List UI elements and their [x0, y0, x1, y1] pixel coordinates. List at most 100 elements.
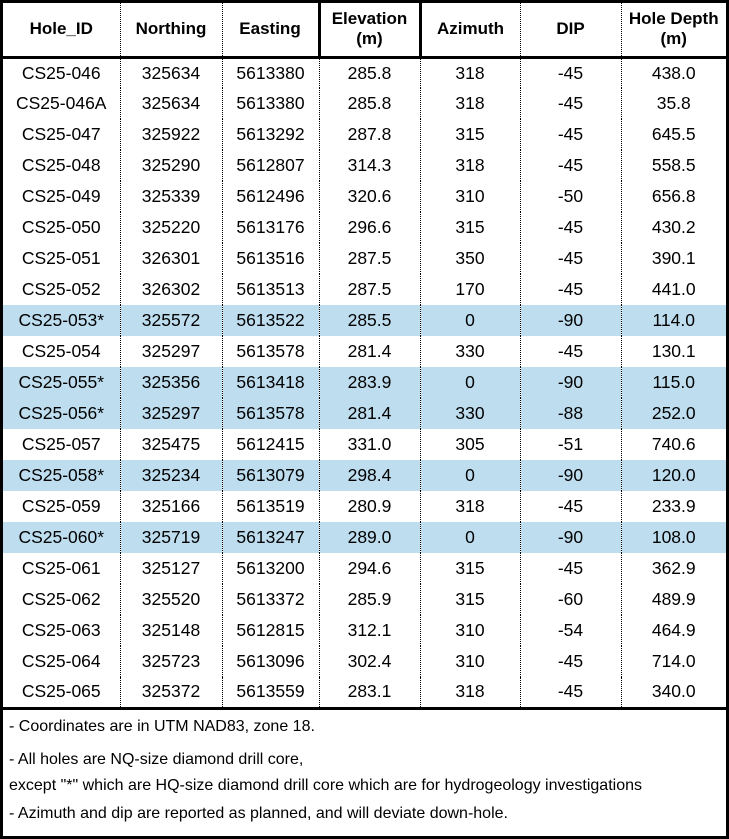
column-header-hole-depth: Hole Depth (m) — [620, 3, 726, 59]
cell-hole-id: CS25-061 — [21, 558, 101, 578]
cell-hole-id: CS25-052 — [21, 279, 101, 299]
table-header: Hole_ID Northing Easting Elevation (m) Azimut… — [3, 3, 726, 59]
cell-hole-depth: 35.8 — [620, 88, 726, 119]
cell-elevation: 287.5 — [318, 243, 420, 274]
table-row: CS25-049 325339 5612496 320.6 310 -50 656.8 — [3, 181, 726, 212]
cell-easting: 5613096 — [221, 646, 319, 677]
cell-azimuth: 310 — [419, 181, 520, 212]
drill-hole-table: Hole_ID Northing Easting Elevation (m) Azimut… — [3, 3, 726, 710]
cell-azimuth: 315 — [419, 553, 520, 584]
cell-northing: 325719 — [119, 522, 222, 553]
cell-easting: 5613079 — [221, 460, 319, 491]
cell-dip: -45 — [519, 274, 621, 305]
cell-easting: 5612807 — [221, 150, 319, 181]
cell-easting: 5613578 — [221, 336, 319, 367]
table-row: CS25-055* 325356 5613418 283.9 0 -90 115.0 — [3, 367, 726, 398]
cell-hole-depth: 656.8 — [620, 181, 726, 212]
table-row: CS25-053* 325572 5613522 285.5 0 -90 114.0 — [3, 305, 726, 336]
cell-hole-id: CS25-054 — [21, 341, 101, 361]
cell-elevation: 285.8 — [318, 57, 420, 88]
cell-hole-depth: 441.0 — [620, 274, 726, 305]
cell-dip: -45 — [519, 212, 621, 243]
cell-easting: 5613513 — [221, 274, 319, 305]
cell-dip: -90 — [519, 367, 621, 398]
cell-elevation: 320.6 — [318, 181, 420, 212]
cell-dip: -45 — [519, 553, 621, 584]
cell-hole-id: CS25-053* — [18, 310, 105, 330]
cell-easting: 5613559 — [221, 677, 319, 708]
cell-dip: -90 — [519, 305, 621, 336]
cell-easting: 5613380 — [221, 57, 319, 88]
cell-azimuth: 0 — [419, 460, 520, 491]
cell-azimuth: 305 — [419, 429, 520, 460]
cell-northing: 325922 — [119, 119, 222, 150]
cell-easting: 5612496 — [221, 181, 319, 212]
cell-easting: 5613292 — [221, 119, 319, 150]
table-row: CS25-065 325372 5613559 283.1 318 -45 340.0 — [3, 677, 726, 708]
cell-dip: -45 — [519, 677, 621, 708]
cell-easting: 5613247 — [221, 522, 319, 553]
table-row: CS25-060* 325719 5613247 289.0 0 -90 108.0 — [3, 522, 726, 553]
table-row: CS25-057 325475 5612415 331.0 305 -51 740.6 — [3, 429, 726, 460]
cell-dip: -45 — [519, 57, 621, 88]
cell-northing: 325166 — [119, 491, 222, 522]
cell-hole-depth: 114.0 — [620, 305, 726, 336]
cell-hole-depth: 714.0 — [620, 646, 726, 677]
cell-elevation: 281.4 — [318, 398, 420, 429]
footnotes: - Coordinates are in UTM NAD83, zone 18.… — [3, 710, 726, 823]
cell-hole-depth: 115.0 — [620, 367, 726, 398]
cell-hole-depth: 120.0 — [620, 460, 726, 491]
table-row: CS25-046 325634 5613380 285.8 318 -45 438.0 — [3, 57, 726, 88]
cell-hole-id: CS25-059 — [21, 496, 101, 516]
cell-northing: 325234 — [119, 460, 222, 491]
cell-hole-id: CS25-047 — [21, 124, 101, 144]
cell-northing: 325297 — [119, 336, 222, 367]
cell-hole-id: CS25-060* — [18, 527, 105, 547]
column-header-dip: DIP — [519, 3, 621, 59]
note-line: - Coordinates are in UTM NAD83, zone 18. — [9, 717, 315, 735]
cell-hole-depth: 430.2 — [620, 212, 726, 243]
table-row: CS25-056* 325297 5613578 281.4 330 -88 252.0 — [3, 398, 726, 429]
cell-hole-id: CS25-064 — [21, 651, 101, 671]
cell-hole-depth: 645.5 — [620, 119, 726, 150]
cell-hole-depth: 130.1 — [620, 336, 726, 367]
cell-easting: 5613372 — [221, 584, 319, 615]
cell-northing: 325634 — [119, 57, 222, 88]
cell-elevation: 281.4 — [318, 336, 420, 367]
cell-dip: -45 — [519, 88, 621, 119]
cell-hole-id: CS25-057 — [21, 434, 101, 454]
cell-northing: 325372 — [119, 677, 222, 708]
cell-northing: 325572 — [119, 305, 222, 336]
cell-hole-depth: 489.9 — [620, 584, 726, 615]
cell-dip: -45 — [519, 336, 621, 367]
cell-hole-depth: 233.9 — [620, 491, 726, 522]
cell-dip: -90 — [519, 460, 621, 491]
table-row: CS25-059 325166 5613519 280.9 318 -45 233.9 — [3, 491, 726, 522]
cell-northing: 325127 — [119, 553, 222, 584]
cell-elevation: 296.6 — [318, 212, 420, 243]
cell-elevation: 294.6 — [318, 553, 420, 584]
cell-easting: 5613578 — [221, 398, 319, 429]
cell-hole-depth: 362.9 — [620, 553, 726, 584]
cell-azimuth: 318 — [419, 150, 520, 181]
cell-dip: -45 — [519, 119, 621, 150]
cell-azimuth: 318 — [419, 491, 520, 522]
cell-northing: 325339 — [119, 181, 222, 212]
table-row: CS25-063 325148 5612815 312.1 310 -54 464.9 — [3, 615, 726, 646]
cell-elevation: 298.4 — [318, 460, 420, 491]
cell-northing: 325356 — [119, 367, 222, 398]
column-header-azimuth: Azimuth — [419, 3, 520, 59]
table-row: CS25-052 326302 5613513 287.5 170 -45 441.0 — [3, 274, 726, 305]
cell-azimuth: 350 — [419, 243, 520, 274]
cell-dip: -45 — [519, 150, 621, 181]
cell-azimuth: 0 — [419, 522, 520, 553]
cell-dip: -45 — [519, 646, 621, 677]
cell-elevation: 331.0 — [318, 429, 420, 460]
cell-dip: -60 — [519, 584, 621, 615]
column-header-easting: Easting — [221, 3, 319, 59]
note-line: - All holes are NQ-size diamond drill co… — [9, 750, 304, 768]
table-row: CS25-054 325297 5613578 281.4 330 -45 130.1 — [3, 336, 726, 367]
cell-hole-id: CS25-051 — [21, 248, 101, 268]
table-row: CS25-058* 325234 5613079 298.4 0 -90 120.0 — [3, 460, 726, 491]
cell-hole-depth: 740.6 — [620, 429, 726, 460]
